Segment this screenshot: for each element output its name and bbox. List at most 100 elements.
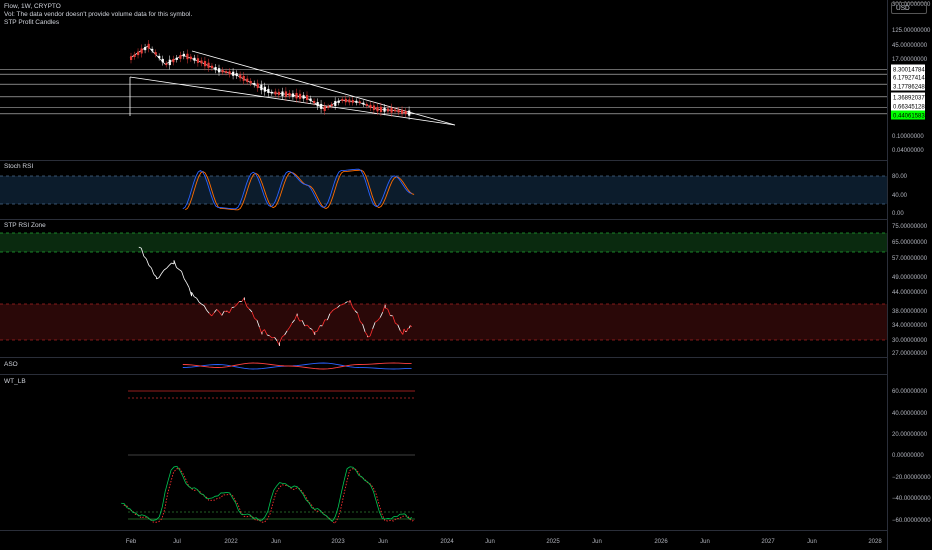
candle-body (203, 60, 207, 67)
rsi-tick-label: 49.00000000 (892, 275, 928, 281)
rsi-segment (256, 320, 260, 328)
rsi-segment (161, 269, 165, 274)
rsi-zone-pane[interactable] (0, 232, 887, 347)
main-price-pane[interactable] (0, 40, 887, 126)
rsi-segment (364, 331, 368, 337)
rsi-segment (168, 262, 172, 266)
candle-body (260, 84, 263, 91)
rsi-segment (176, 267, 180, 270)
price-axis[interactable]: 300.00000000 125.00000000 45.00000000 17.00… (892, 2, 931, 154)
rsi-segment (406, 328, 409, 332)
rsi-segment (178, 269, 182, 272)
candles (130, 40, 411, 120)
rsi-segment (153, 274, 157, 278)
time-tick-label: Jul (173, 539, 181, 545)
rsi-segment (347, 301, 351, 303)
candle-body (161, 58, 164, 63)
rsi-segment (166, 265, 170, 269)
aso-pane-title: ASO (4, 361, 18, 368)
aso-pane[interactable] (182, 362, 412, 370)
rsi-segment (276, 340, 280, 347)
stoch-rsi-pane[interactable] (0, 168, 887, 211)
rsi-axis[interactable]: 75.00000000 65.00000000 57.00000000 49.0000… (892, 224, 928, 357)
candle-body (327, 106, 330, 108)
aso-bull-line (182, 362, 412, 370)
candle-body (348, 99, 351, 103)
rsi-segment (387, 308, 391, 316)
rsi-segment (379, 312, 384, 318)
rsi-segment (218, 311, 223, 316)
rsi-segment (231, 306, 235, 309)
candle-body (151, 48, 154, 51)
stoch-axis[interactable]: 80.00 40.00 0.00 (892, 174, 908, 217)
candle-body (235, 73, 238, 77)
stoch-pane-title: Stoch RSI (4, 163, 34, 170)
rsi-zone-pane-title: STP RSI Zone (4, 222, 46, 229)
level-label-box (891, 81, 925, 91)
candle-body (397, 109, 400, 113)
rsi-segment (289, 322, 293, 328)
candle-body (270, 91, 273, 94)
rsi-segment (410, 325, 412, 328)
rsi-segment (329, 310, 333, 314)
time-tick-label: 2027 (761, 539, 775, 545)
candle-body (309, 98, 312, 102)
level-labels: 8.30014784 6.17927414 3.17786248 1.36892037… (891, 64, 925, 120)
level-label-box (891, 64, 925, 74)
stoch-tick-label: 40.00 (892, 193, 908, 199)
candle-body (408, 110, 411, 116)
rsi-segment (354, 310, 358, 314)
stoch-tick-label: 80.00 (892, 174, 908, 180)
rsi-segment (140, 247, 145, 257)
time-tick-label: 2025 (546, 539, 560, 545)
rsi-segment (244, 299, 248, 307)
candle-body (147, 43, 150, 49)
time-tick-label: 2024 (440, 539, 454, 545)
rsi-segment (382, 304, 386, 313)
candle-body (344, 98, 347, 103)
wt-axis[interactable]: 60.00000000 40.00000000 20.00000000 0.00000… (892, 389, 931, 524)
rsi-tick-label: 57.00000000 (892, 256, 928, 262)
wt-tick-label: 20.00000000 (892, 432, 928, 438)
rsi-segment (349, 299, 353, 308)
rsi-segment (372, 322, 376, 329)
rsi-segment (284, 330, 288, 336)
rsi-segment (402, 328, 405, 335)
rsi-segment (249, 308, 253, 313)
candle-body (394, 109, 397, 112)
candle-body (277, 91, 281, 95)
time-tick-label: Jun (271, 539, 281, 545)
level-label: 3.17786248 (893, 84, 925, 90)
rsi-segment (251, 311, 255, 319)
candle-body (302, 95, 305, 99)
candle-body (313, 100, 316, 104)
wt-lb-pane[interactable] (121, 390, 415, 525)
rsi-segment (236, 301, 240, 305)
level-label-box (891, 92, 925, 102)
level-label: 6.17927414 (893, 75, 925, 81)
price-tick-label: 0.04000000 (892, 148, 924, 154)
time-axis[interactable]: Feb Jul 2022 Jun 2023 Jun 2024 Jun 2025 Jun 2026 Ju… (126, 539, 883, 545)
wt-tick-label: 60.00000000 (892, 389, 928, 395)
rsi-segment (334, 307, 338, 310)
candle-body (144, 46, 147, 51)
wedge-upper-line (191, 50, 456, 126)
rsi-segment (261, 329, 265, 333)
rsi-segment (408, 325, 411, 329)
price-tick-label: 300.00000000 (892, 2, 931, 8)
time-tick-label: Jun (807, 539, 817, 545)
rsi-segment (314, 330, 318, 333)
candle-body (182, 53, 185, 57)
rsi-segment (259, 327, 263, 335)
rsi-segment (399, 330, 404, 335)
currency-button[interactable]: USD (891, 2, 927, 14)
rsi-segment (377, 317, 381, 321)
rsi-segment (357, 313, 361, 322)
candle-body (133, 54, 136, 57)
rsi-segment (403, 328, 406, 332)
candle-body (175, 57, 178, 60)
rsi-segment (206, 310, 210, 314)
rsi-segment (158, 273, 162, 279)
rsi-segment (193, 296, 197, 299)
